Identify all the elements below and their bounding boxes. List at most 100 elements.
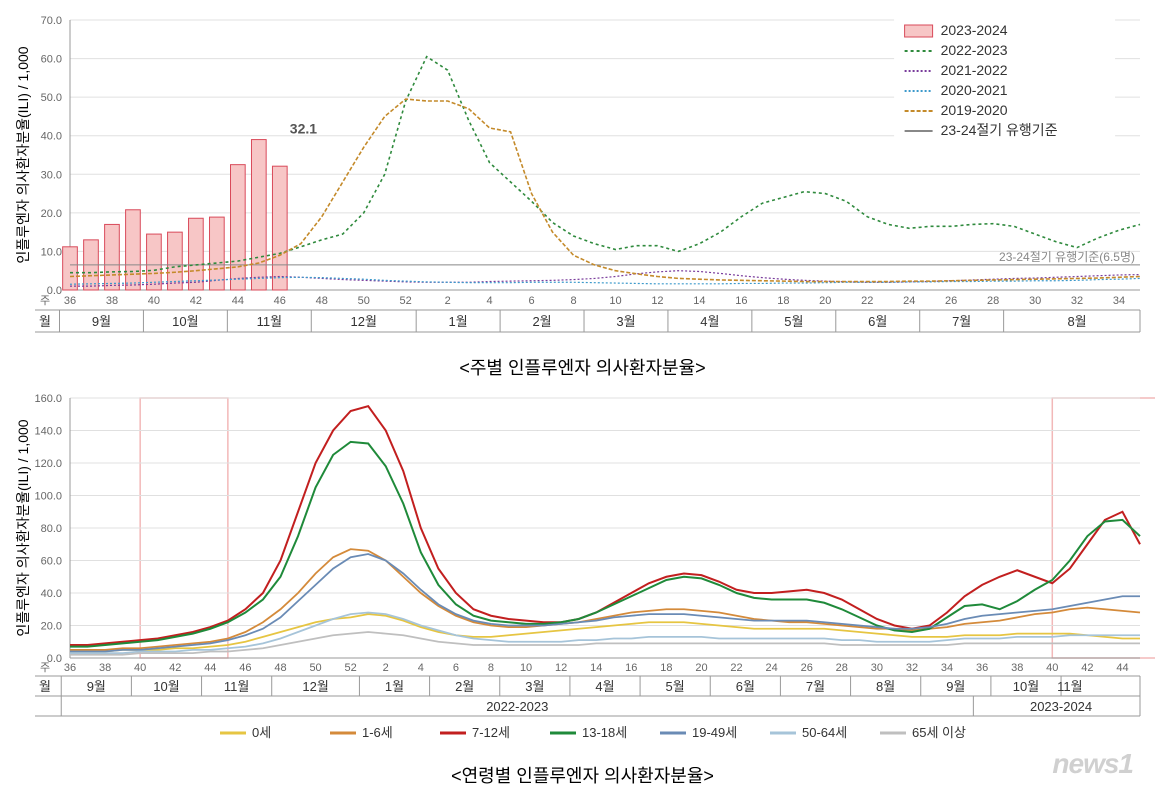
- svg-text:60.0: 60.0: [41, 556, 62, 568]
- svg-text:28: 28: [987, 295, 999, 307]
- svg-text:12월: 12월: [302, 679, 328, 694]
- svg-text:2022-2023: 2022-2023: [486, 699, 548, 714]
- svg-text:30: 30: [1029, 295, 1041, 307]
- svg-text:65세 이상: 65세 이상: [912, 725, 966, 740]
- svg-text:18: 18: [660, 662, 672, 674]
- svg-text:2023-2024: 2023-2024: [1030, 699, 1092, 714]
- svg-text:2: 2: [383, 662, 389, 674]
- svg-text:10월: 10월: [1013, 679, 1039, 694]
- svg-text:26: 26: [945, 295, 957, 307]
- svg-text:10: 10: [520, 662, 532, 674]
- svg-text:36: 36: [64, 662, 76, 674]
- svg-text:16: 16: [625, 662, 637, 674]
- svg-text:42: 42: [190, 295, 202, 307]
- svg-text:38: 38: [99, 662, 111, 674]
- svg-text:46: 46: [239, 662, 251, 674]
- svg-text:4: 4: [418, 662, 424, 674]
- svg-text:24: 24: [903, 295, 915, 307]
- svg-text:1월: 1월: [449, 314, 468, 329]
- svg-text:10월: 10월: [153, 679, 179, 694]
- svg-text:12: 12: [651, 295, 663, 307]
- svg-text:월: 월: [39, 679, 51, 694]
- svg-text:8월: 8월: [876, 679, 895, 694]
- svg-text:50.0: 50.0: [41, 92, 62, 104]
- svg-text:30: 30: [871, 662, 883, 674]
- svg-text:5월: 5월: [784, 314, 803, 329]
- svg-text:6: 6: [453, 662, 459, 674]
- svg-text:28: 28: [836, 662, 848, 674]
- svg-text:12월: 12월: [351, 314, 377, 329]
- svg-text:120.0: 120.0: [34, 458, 62, 470]
- svg-text:36: 36: [64, 295, 76, 307]
- svg-text:160.0: 160.0: [34, 393, 62, 405]
- svg-text:50: 50: [309, 662, 321, 674]
- svg-text:13-18세: 13-18세: [582, 725, 627, 740]
- svg-text:50: 50: [358, 295, 370, 307]
- age-chart-title: <연령별 인플루엔자 의사환자분율>: [10, 762, 1155, 788]
- weekly-chart-container: 0.010.020.030.040.050.060.070.0363840424…: [10, 10, 1155, 380]
- svg-text:8: 8: [570, 295, 576, 307]
- svg-text:40: 40: [1046, 662, 1058, 674]
- svg-text:24: 24: [766, 662, 778, 674]
- svg-text:44: 44: [232, 295, 244, 307]
- svg-text:8월: 8월: [1067, 314, 1086, 329]
- svg-text:60.0: 60.0: [41, 54, 62, 66]
- svg-text:19-49세: 19-49세: [692, 725, 737, 740]
- svg-text:2월: 2월: [532, 314, 551, 329]
- svg-text:80.0: 80.0: [41, 523, 62, 535]
- svg-text:1-6세: 1-6세: [362, 725, 393, 740]
- svg-text:18: 18: [777, 295, 789, 307]
- svg-text:11월: 11월: [257, 314, 282, 329]
- svg-text:2: 2: [445, 295, 451, 307]
- svg-text:6: 6: [529, 295, 535, 307]
- svg-text:7-12세: 7-12세: [472, 725, 510, 740]
- svg-text:20.0: 20.0: [41, 208, 62, 220]
- svg-text:6월: 6월: [736, 679, 755, 694]
- svg-text:3월: 3월: [525, 679, 544, 694]
- svg-text:32.1: 32.1: [290, 121, 317, 137]
- svg-text:14: 14: [693, 295, 705, 307]
- svg-text:20.0: 20.0: [41, 621, 62, 633]
- svg-text:4: 4: [487, 295, 493, 307]
- svg-text:11월: 11월: [1057, 679, 1082, 694]
- svg-text:2019-2020: 2019-2020: [941, 102, 1008, 118]
- svg-text:34: 34: [941, 662, 953, 674]
- weekly-chart-svg: 0.010.020.030.040.050.060.070.0363840424…: [10, 10, 1155, 350]
- svg-text:36: 36: [976, 662, 988, 674]
- svg-text:26: 26: [801, 662, 813, 674]
- svg-text:38: 38: [106, 295, 118, 307]
- svg-text:8: 8: [488, 662, 494, 674]
- svg-text:12: 12: [555, 662, 567, 674]
- svg-text:6월: 6월: [868, 314, 887, 329]
- svg-text:38: 38: [1011, 662, 1023, 674]
- svg-text:4월: 4월: [595, 679, 614, 694]
- svg-text:50-64세: 50-64세: [802, 725, 847, 740]
- svg-text:10.0: 10.0: [41, 246, 62, 258]
- svg-text:5월: 5월: [666, 679, 685, 694]
- age-chart-svg: 0.020.040.060.080.0100.0120.0140.0160.03…: [10, 388, 1155, 758]
- svg-text:44: 44: [1116, 662, 1128, 674]
- svg-text:3월: 3월: [616, 314, 635, 329]
- svg-text:4월: 4월: [700, 314, 719, 329]
- svg-text:2020-2021: 2020-2021: [941, 82, 1008, 98]
- svg-text:2021-2022: 2021-2022: [941, 62, 1008, 78]
- svg-text:0세: 0세: [252, 725, 271, 740]
- weekly-chart-title: <주별 인플루엔자 의사환자분율>: [10, 354, 1155, 380]
- svg-text:40.0: 40.0: [41, 131, 62, 143]
- svg-text:2023-2024: 2023-2024: [941, 22, 1008, 38]
- svg-text:인플루엔자 의사환자분율(ILI) / 1,000: 인플루엔자 의사환자분율(ILI) / 1,000: [15, 46, 31, 263]
- svg-text:32: 32: [906, 662, 918, 674]
- svg-text:23-24절기 유행기준: 23-24절기 유행기준: [941, 122, 1058, 138]
- svg-text:7월: 7월: [952, 314, 971, 329]
- svg-text:9월: 9월: [946, 679, 965, 694]
- svg-text:14: 14: [590, 662, 602, 674]
- svg-text:40: 40: [134, 662, 146, 674]
- svg-text:48: 48: [274, 662, 286, 674]
- svg-text:9월: 9월: [92, 314, 111, 329]
- svg-text:100.0: 100.0: [34, 491, 62, 503]
- svg-text:40.0: 40.0: [41, 588, 62, 600]
- svg-text:140.0: 140.0: [34, 426, 62, 438]
- svg-text:42: 42: [1081, 662, 1093, 674]
- svg-text:34: 34: [1113, 295, 1125, 307]
- svg-text:인플루엔자 의사환자분율(ILI) / 1,000: 인플루엔자 의사환자분율(ILI) / 1,000: [15, 419, 31, 636]
